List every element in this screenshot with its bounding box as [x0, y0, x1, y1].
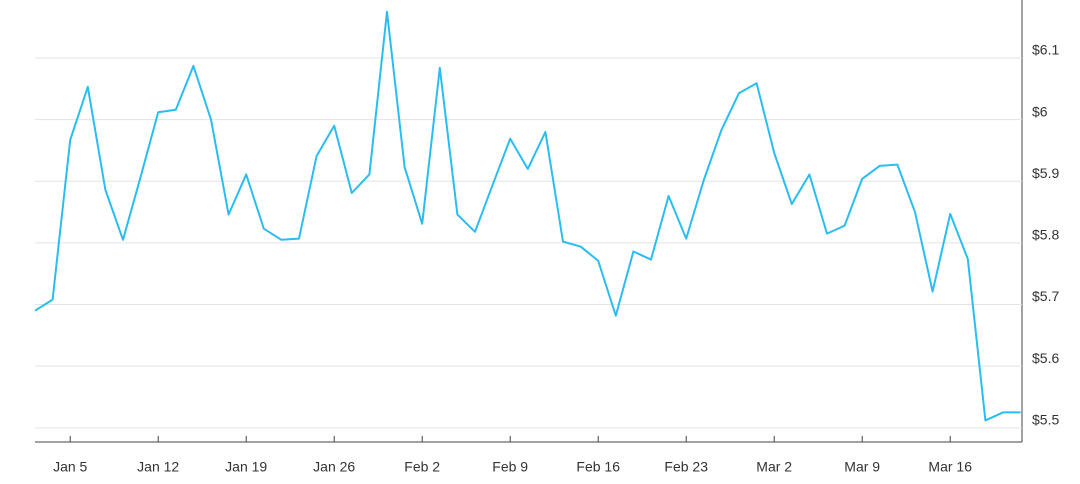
x-tick-label: Mar 16 — [928, 459, 972, 475]
x-tick-label: Jan 12 — [137, 459, 179, 475]
x-tick-label: Mar 9 — [844, 459, 880, 475]
y-tick-label: $6 — [1032, 103, 1048, 119]
x-tick-label: Feb 16 — [576, 459, 620, 475]
x-tick-label: Feb 9 — [492, 459, 528, 475]
y-tick-label: $5.8 — [1032, 227, 1059, 243]
y-tick-label: $5.9 — [1032, 165, 1059, 181]
x-tick-label: Jan 26 — [313, 459, 355, 475]
x-tick-label: Jan 5 — [53, 459, 87, 475]
x-tick-label: Feb 23 — [664, 459, 708, 475]
price-line — [34, 10, 1021, 422]
y-tick-label: $5.5 — [1032, 412, 1059, 428]
x-tick-label: Feb 2 — [404, 459, 440, 475]
y-tick-label: $5.6 — [1032, 350, 1059, 366]
x-tick-label: Jan 19 — [225, 459, 267, 475]
y-tick-label: $5.7 — [1032, 288, 1059, 304]
x-tick-label: Mar 2 — [756, 459, 792, 475]
y-tick-label: $6.1 — [1032, 42, 1059, 58]
